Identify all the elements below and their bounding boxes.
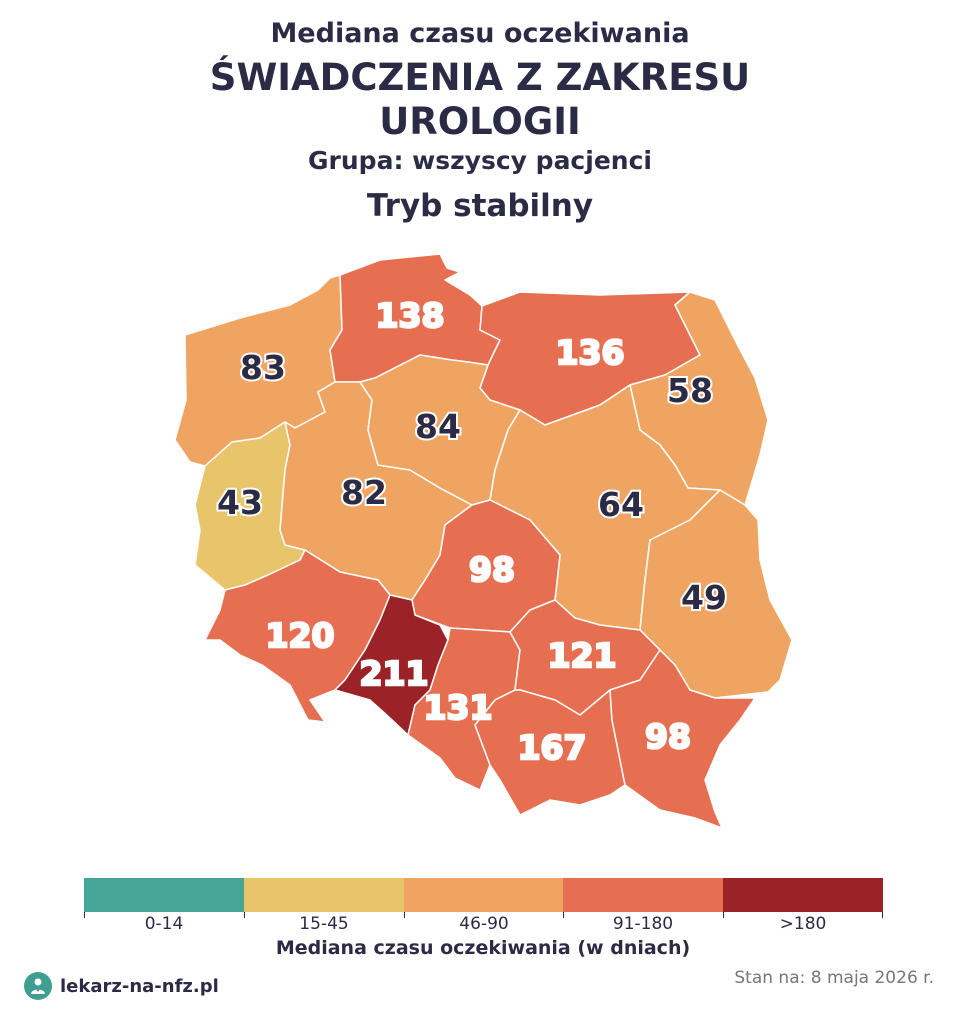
legend-swatch-over-180 — [723, 878, 883, 912]
poland-map: 83 138 136 58 43 82 84 64 98 49 120 211 … — [174, 253, 793, 829]
doctor-logo-icon — [24, 972, 52, 1000]
legend-label-91-180: 91-180 — [612, 914, 674, 934]
patient-group: Grupa: wszyscy pacjenci — [308, 146, 652, 175]
value-label-podkarpackie: 98 — [645, 717, 691, 756]
legend-swatch-0-14 — [84, 878, 244, 912]
value-label-mazowieckie: 64 — [598, 485, 644, 524]
value-label-kujawsko-pomorskie: 84 — [415, 407, 461, 446]
region-malopolskie — [474, 689, 626, 816]
value-label-swietokrzyskie: 121 — [548, 636, 617, 675]
value-label-pomorskie: 138 — [376, 296, 445, 335]
brand-name: lekarz-na-nfz.pl — [60, 975, 219, 997]
value-label-opolskie: 211 — [360, 654, 429, 693]
legend-swatch-91-180 — [563, 878, 724, 912]
legend-color-bar — [84, 878, 883, 912]
legend-swatch-15-45 — [243, 878, 404, 912]
brand-link[interactable]: lekarz-na-nfz.pl — [24, 972, 219, 1000]
legend-tick — [723, 912, 724, 918]
value-label-lubelskie: 49 — [681, 578, 727, 617]
value-label-lubuskie: 43 — [217, 483, 263, 522]
legend-label-46-90: 46-90 — [459, 914, 509, 934]
legend-tick — [404, 912, 405, 918]
chart-title: ŚWIADCZENIA Z ZAKRESU UROLOGII — [0, 56, 960, 144]
value-label-slaskie: 131 — [424, 688, 493, 727]
value-label-malopolskie: 167 — [518, 728, 587, 767]
mode-label: Tryb stabilny — [366, 188, 594, 224]
legend-label-0-14: 0-14 — [144, 914, 184, 934]
region-podkarpackie — [609, 649, 756, 829]
data-date: Stan na: 8 maja 2026 r. — [734, 968, 934, 988]
legend-swatch-46-90 — [403, 878, 564, 912]
legend-tick — [84, 912, 85, 918]
legend-tick — [563, 912, 564, 918]
chart-title-line-1: ŚWIADCZENIA Z ZAKRESU — [209, 56, 751, 99]
chart-title-line-2: UROLOGII — [379, 100, 581, 143]
legend-label-over-180: >180 — [779, 914, 827, 934]
chart-subtitle: Mediana czasu oczekiwania — [270, 18, 690, 49]
value-label-warminsko-mazurskie: 136 — [556, 333, 625, 372]
legend-tick — [882, 912, 883, 918]
value-label-wielkopolskie: 82 — [341, 473, 387, 512]
legend-tick — [244, 912, 245, 918]
legend-label-15-45: 15-45 — [299, 914, 349, 934]
value-label-podlaskie: 58 — [667, 371, 713, 410]
value-label-lodzkie: 98 — [469, 550, 515, 589]
value-label-dolnoslaskie: 120 — [266, 616, 335, 655]
value-label-zachodniopomorskie: 83 — [240, 348, 286, 387]
legend-title: Mediana czasu oczekiwania (w dniach) — [275, 937, 691, 959]
